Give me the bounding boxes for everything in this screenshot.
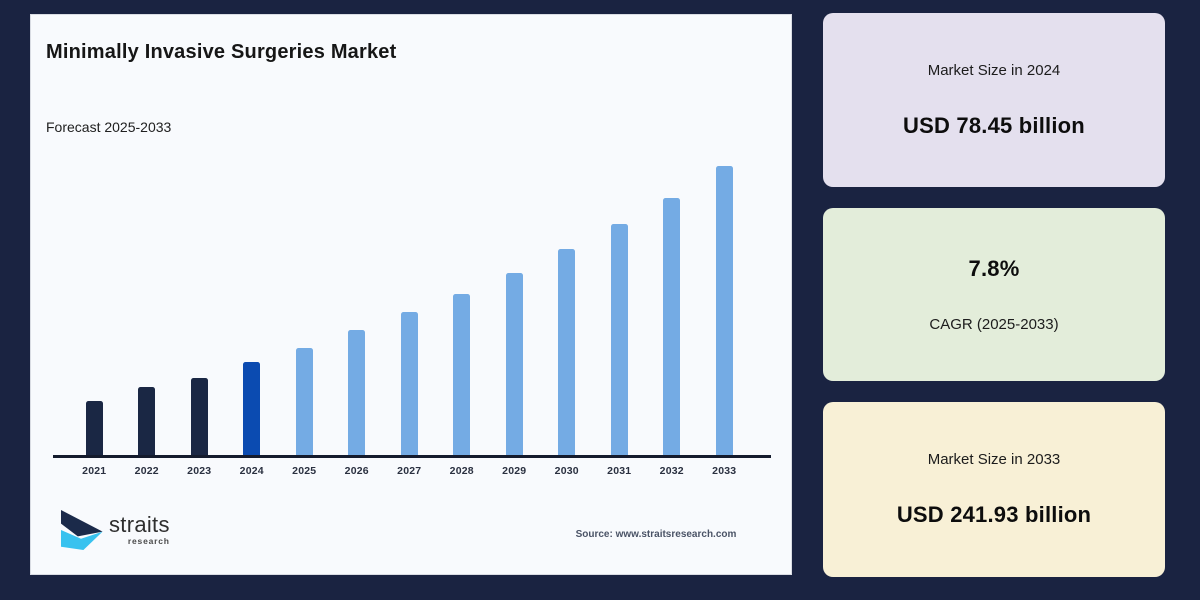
year-label-2025: 2025 xyxy=(292,465,317,477)
bar-slot-2022 xyxy=(121,156,174,456)
stat-card-2: 7.8% CAGR (2025-2033) xyxy=(823,208,1165,381)
chart-subtitle: Forecast 2025-2033 xyxy=(46,119,172,135)
bar-2027 xyxy=(400,312,418,456)
bar-slot-2029 xyxy=(488,156,541,456)
bar-2031 xyxy=(610,224,628,456)
bar-2024 xyxy=(243,362,261,456)
stat-card-1-label: Market Size in 2024 xyxy=(927,61,1061,79)
bar-2032 xyxy=(663,198,681,456)
stat-card-3-label: Market Size in 2033 xyxy=(927,451,1061,468)
stat-card-3-value: USD 241.93 billion xyxy=(896,502,1092,527)
year-label-2033: 2033 xyxy=(712,465,737,477)
year-label-2028: 2028 xyxy=(449,465,474,477)
bar-2029 xyxy=(505,273,523,456)
stat-card-2-label: CAGR (2025-2033) xyxy=(929,316,1059,333)
bar-slot-2027 xyxy=(383,156,436,456)
year-label-2027: 2027 xyxy=(397,465,422,477)
market-chart-card: Minimally Invasive Surgeries Market Fore… xyxy=(30,14,792,575)
year-label-2023: 2023 xyxy=(187,465,212,477)
year-label-2021: 2021 xyxy=(82,465,107,477)
bar-slot-2032 xyxy=(646,156,699,456)
bar-chart-plot xyxy=(68,156,751,456)
stat-cards-column: Market Size in 2024 USD 78.45 billion 7.8%… xyxy=(823,13,1165,577)
year-label-2024: 2024 xyxy=(239,465,264,477)
bar-slot-2033 xyxy=(698,156,751,456)
bar-slot-2025 xyxy=(278,156,331,456)
bar-2022 xyxy=(138,387,156,456)
bar-slot-2030 xyxy=(541,156,594,456)
bar-slot-2024 xyxy=(226,156,279,456)
bar-2023 xyxy=(190,378,208,456)
year-label-2022: 2022 xyxy=(134,465,159,477)
bar-2030 xyxy=(558,249,576,456)
year-label-2032: 2032 xyxy=(659,465,684,477)
bar-slot-2021 xyxy=(68,156,121,456)
logo-wordmark-sub: research xyxy=(127,536,170,547)
bar-2033 xyxy=(715,166,733,456)
bar-slot-2028 xyxy=(436,156,489,456)
stat-card-1: Market Size in 2024 USD 78.45 billion xyxy=(823,13,1165,187)
stat-card-1-value: USD 78.45 billion xyxy=(903,112,1085,138)
year-label-2026: 2026 xyxy=(344,465,369,477)
bar-2021 xyxy=(85,401,103,456)
year-label-2029: 2029 xyxy=(502,465,527,477)
straits-logo-icon xyxy=(61,510,103,550)
x-axis-line xyxy=(53,455,771,458)
straits-research-logo: straits research xyxy=(57,507,170,553)
stat-card-2-value: 7.8% xyxy=(968,256,1020,281)
bar-2025 xyxy=(295,348,313,456)
year-label-2031: 2031 xyxy=(607,465,632,477)
year-label-2030: 2030 xyxy=(554,465,579,477)
bar-2028 xyxy=(453,294,471,456)
source-attribution: Source: www.straitsresearch.com xyxy=(575,529,737,540)
bar-slot-2031 xyxy=(593,156,646,456)
bar-slot-2026 xyxy=(331,156,384,456)
bar-2026 xyxy=(348,330,366,456)
bar-slot-2023 xyxy=(173,156,226,456)
chart-title: Minimally Invasive Surgeries Market xyxy=(46,41,397,63)
stat-card-3: Market Size in 2033 USD 241.93 billion xyxy=(823,402,1165,577)
logo-wordmark: straits xyxy=(109,512,170,538)
x-axis-labels: 2021 2022 2023 2024 2025 2026 2027 2028 2029 2030… xyxy=(68,465,751,477)
